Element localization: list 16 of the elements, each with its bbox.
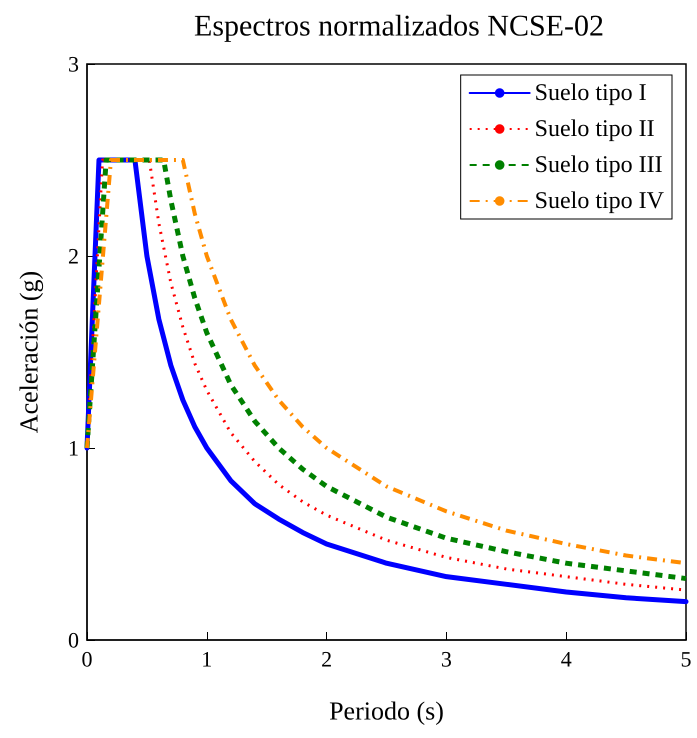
y-axis-title: Aceleración (g): [14, 270, 44, 434]
legend-label: Suelo tipo III: [534, 152, 663, 178]
legend-label: Suelo tipo IV: [534, 188, 665, 214]
y-tick-label: 2: [68, 244, 79, 268]
x-axis-title: Periodo (s): [329, 696, 444, 726]
legend-label: Suelo tipo II: [534, 116, 655, 142]
y-tick-label: 1: [68, 436, 79, 460]
x-tick-label: 5: [680, 646, 692, 672]
x-tick-label: 3: [440, 646, 452, 672]
chart-title: Espectros normalizados NCSE-02: [194, 10, 604, 42]
x-tick-label: 1: [201, 646, 212, 672]
y-tick-label: 3: [68, 52, 79, 76]
legend-label: Suelo tipo I: [534, 80, 647, 106]
x-tick-label: 4: [560, 646, 572, 672]
x-tick-label: 2: [321, 646, 332, 672]
y-tick-label: 0: [68, 628, 79, 652]
